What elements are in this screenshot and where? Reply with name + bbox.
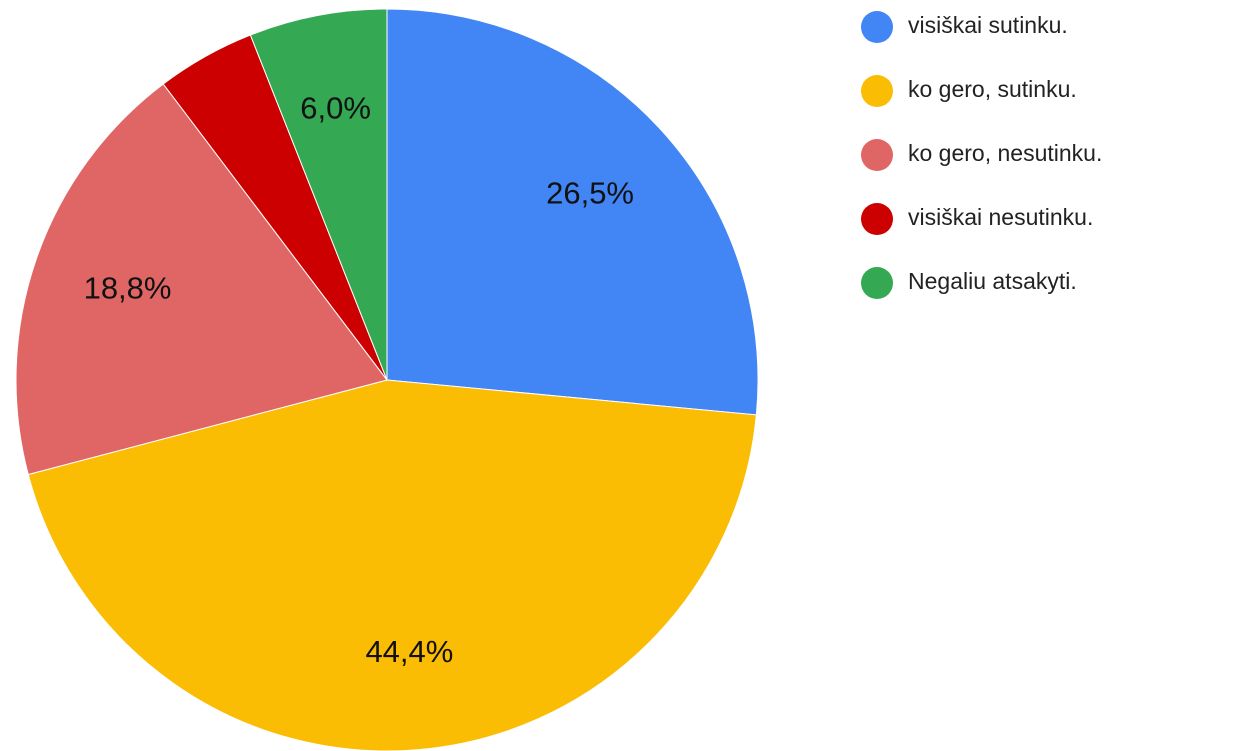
pie-slice [386,8,759,416]
slice-label: 6,0% [300,91,371,126]
legend-swatch [861,267,893,299]
pie-slice [249,8,388,381]
slice-label: 26,5% [546,175,634,210]
legend-label: visiškai nesutinku. [908,204,1093,230]
legend-label: ko gero, nesutinku. [908,140,1102,166]
legend-swatch [861,11,893,43]
legend-label: visiškai sutinku. [908,12,1068,38]
legend-swatch [861,139,893,171]
legend-label: Negaliu atsakyti. [908,268,1077,294]
legend-swatch [861,203,893,235]
pie-slice [27,379,757,751]
legend-label: ko gero, sutinku. [908,76,1077,102]
slice-label: 44,4% [365,634,453,669]
pie-slice [15,83,388,476]
legend-swatch [861,75,893,107]
slice-label: 18,8% [84,270,172,305]
